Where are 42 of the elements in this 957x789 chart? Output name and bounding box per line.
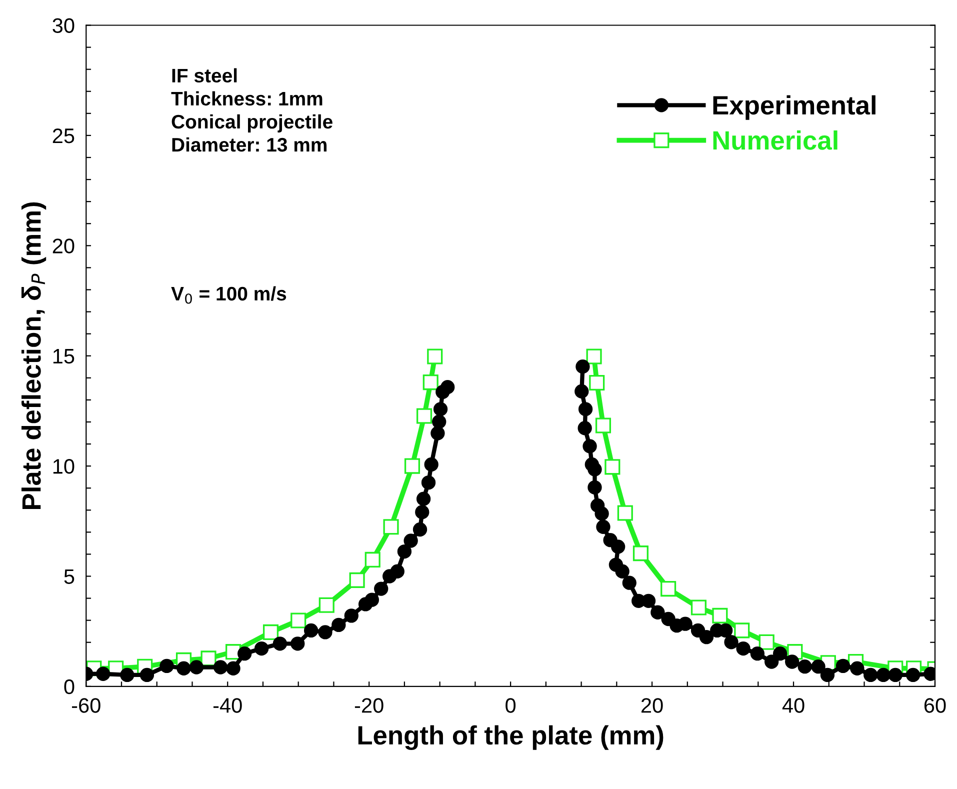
- y-tick-label: 30: [52, 18, 74, 33]
- point: [427, 348, 443, 364]
- point: [595, 418, 612, 434]
- x-tick-label: 60: [924, 698, 946, 713]
- point: [617, 505, 633, 521]
- point: [712, 608, 728, 624]
- point: [660, 581, 676, 597]
- x-axis-title: Length of the plate (mm): [358, 725, 664, 750]
- y-tick-label: 15: [53, 349, 74, 364]
- point: [422, 374, 438, 390]
- x-tick-label: -20: [354, 698, 384, 713]
- point: [200, 650, 216, 666]
- point: [262, 624, 279, 640]
- point: [364, 552, 380, 568]
- point: [632, 546, 648, 562]
- point: [404, 458, 420, 474]
- annotation: V$_{0}$ = 100 m/s: [171, 286, 286, 304]
- point: [290, 612, 306, 628]
- point: [604, 459, 620, 475]
- annotation: IF steel Thickness: 1mm Conical projectile Diameter: 13 mm: [171, 68, 332, 152]
- point: [589, 374, 605, 391]
- y-tick-label: 25: [52, 128, 74, 144]
- y-axis-title: Plate deflection, δ$_{P}$ (mm): [21, 202, 46, 509]
- y-tick-label: 0: [64, 679, 74, 694]
- point: [690, 600, 707, 616]
- legend-label: Experimental: [713, 95, 876, 120]
- x-tick-label: 40: [782, 698, 804, 713]
- point: [318, 597, 334, 613]
- point: [349, 572, 365, 588]
- x-tick-label: -60: [72, 698, 100, 713]
- point: [416, 408, 432, 424]
- point: [586, 348, 602, 364]
- x-tick-label: -40: [213, 698, 242, 713]
- x-tick-label: 20: [642, 698, 663, 713]
- x-tick-label: 0: [506, 698, 516, 713]
- y-tick-label: 20: [52, 238, 74, 254]
- point: [383, 519, 399, 535]
- point: [758, 634, 774, 650]
- y-tick-label: 5: [64, 569, 74, 584]
- y-tick-label: 10: [53, 459, 74, 474]
- legend-label: Numerical: [713, 130, 838, 150]
- point: [734, 622, 750, 638]
